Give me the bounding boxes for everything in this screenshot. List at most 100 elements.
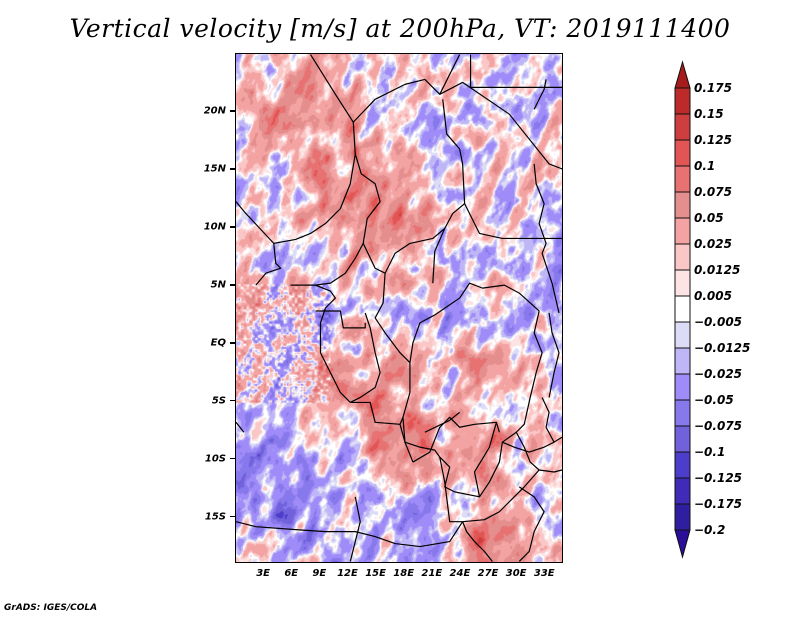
colorbar-label: 0.175 (694, 81, 732, 95)
border-line (548, 312, 560, 398)
y-tick-label: 20N (203, 105, 226, 117)
y-tick-mark (230, 284, 235, 286)
x-tick-label: 3E (256, 568, 271, 579)
y-tick-mark (230, 226, 235, 228)
border-line (399, 422, 497, 498)
border-line (424, 411, 461, 433)
y-tick-label: 5N (210, 279, 226, 291)
colorbar-label: −0.2 (694, 523, 726, 537)
y-tick-label: EQ (210, 337, 226, 349)
x-tick-label: 12E (337, 568, 358, 579)
border-line (533, 79, 547, 110)
border-line (515, 431, 562, 473)
colorbar (674, 60, 691, 559)
colorbar-label: 0.025 (694, 237, 732, 251)
border-line (349, 496, 361, 562)
country-borders (236, 54, 562, 562)
border-line (255, 243, 282, 286)
border-line (439, 456, 540, 523)
colorbar-swatch (674, 139, 691, 167)
colorbar-label: 0.0125 (694, 263, 741, 277)
colorbar-swatch (674, 87, 691, 115)
colorbar-swatch (674, 269, 691, 297)
y-tick-label: 15S (204, 511, 226, 523)
border-line (236, 54, 356, 244)
colorbar-label: −0.175 (694, 497, 743, 511)
x-tick-label: 21E (421, 568, 443, 579)
colorbar-swatch (674, 347, 691, 375)
border-line (236, 521, 464, 548)
border-line (402, 362, 414, 463)
colorbar-swatch (674, 217, 691, 245)
border-line (350, 401, 404, 425)
x-tick-label: 6E (284, 568, 299, 579)
colorbar-swatch (674, 113, 691, 141)
border-line (439, 81, 562, 170)
colorbar-swatch (674, 477, 691, 505)
border-line (362, 228, 446, 274)
colorbar-label: 0.15 (694, 107, 724, 121)
border-line (315, 310, 366, 329)
border-line (541, 397, 555, 443)
colorbar-swatch (674, 191, 691, 219)
y-tick-label: 5S (211, 395, 226, 407)
border-line (469, 54, 562, 88)
y-tick-mark (230, 515, 235, 518)
border-line (350, 312, 381, 403)
border-line (518, 486, 545, 562)
colorbar-label: −0.075 (694, 419, 743, 433)
y-tick-mark (230, 168, 235, 170)
border-line (352, 54, 461, 123)
colorbar-label: 0.05 (694, 211, 724, 225)
colorbar-label: −0.05 (694, 393, 734, 407)
border-line (502, 436, 562, 453)
border-line (412, 416, 500, 463)
x-tick-label: 30E (505, 568, 527, 579)
border-line (374, 273, 540, 364)
map-panel (235, 53, 563, 563)
colorbar-swatch (674, 165, 691, 193)
y-tick-label: 10N (203, 221, 226, 233)
vertical-velocity-field (236, 54, 562, 562)
border-line (432, 99, 466, 284)
border-line (462, 521, 493, 562)
border-line (533, 163, 560, 314)
x-tick-label: 24E (449, 568, 471, 579)
colorbar-label: −0.0125 (694, 341, 751, 355)
y-tick-label: 15N (203, 163, 226, 175)
colorbar-max-arrow (674, 60, 691, 89)
y-tick-mark (230, 399, 235, 402)
colorbar-swatch (674, 295, 691, 323)
grads-credit: GrADS: IGES/COLA (4, 603, 98, 613)
x-tick-label: 18E (393, 568, 415, 579)
border-line (479, 310, 543, 498)
colorbar-swatch (674, 243, 691, 271)
y-tick-mark (230, 342, 235, 344)
colorbar-label: −0.1 (694, 445, 726, 459)
border-line (236, 421, 245, 433)
chart-title: Vertical velocity [m/s] at 200hPa, VT: 2… (69, 14, 731, 43)
colorbar-label: −0.125 (694, 471, 743, 485)
colorbar-swatch (674, 321, 691, 349)
x-tick-label: 27E (477, 568, 499, 579)
colorbar-label: 0.1 (694, 159, 716, 173)
colorbar-swatch (674, 503, 691, 531)
border-line (315, 153, 381, 286)
y-tick-label: 10S (204, 453, 226, 465)
border-line (290, 284, 351, 403)
colorbar-label: 0.075 (694, 185, 732, 199)
y-tick-mark (230, 110, 235, 112)
colorbar-min-arrow (674, 529, 691, 559)
colorbar-label: 0.125 (694, 133, 732, 147)
colorbar-label: −0.005 (694, 315, 743, 329)
x-tick-label: 9E (312, 568, 327, 579)
y-tick-mark (230, 457, 235, 460)
colorbar-swatch (674, 399, 691, 427)
colorbar-swatch (674, 451, 691, 479)
x-tick-label: 33E (533, 568, 555, 579)
colorbar-label: 0.005 (694, 289, 732, 303)
colorbar-label: −0.025 (694, 367, 743, 381)
colorbar-swatch (674, 425, 691, 453)
colorbar-swatch (674, 373, 691, 401)
x-tick-label: 15E (365, 568, 386, 579)
